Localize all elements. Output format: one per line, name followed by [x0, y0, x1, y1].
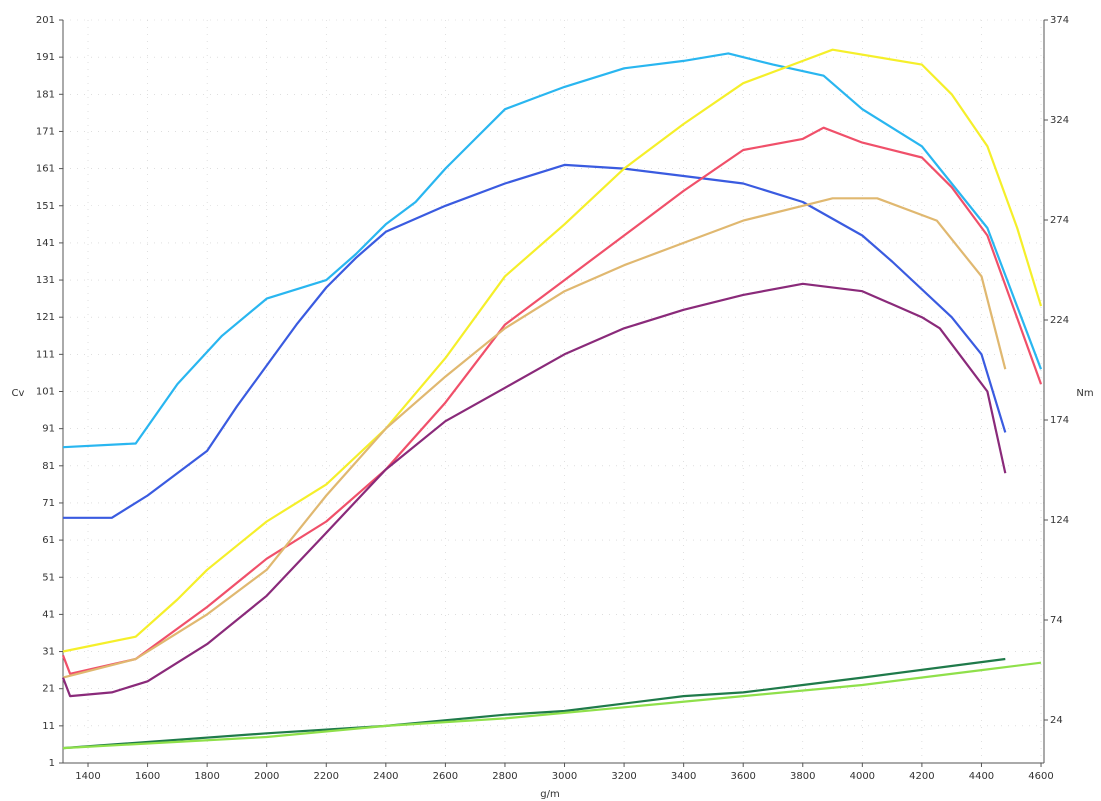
x-tick-label: 4000	[850, 771, 875, 782]
y2-tick-label: 324	[1050, 115, 1069, 126]
series-line	[62, 197, 1007, 679]
y-tick-label: 11	[42, 721, 55, 732]
y2-tick-label: 374	[1050, 15, 1069, 26]
y-tick-label: 141	[36, 238, 55, 249]
y-tick-label: 191	[36, 52, 55, 63]
series-line	[62, 52, 1043, 449]
series-line	[62, 661, 1042, 750]
series-line	[62, 48, 1043, 653]
y-axis-label: Cv	[12, 388, 25, 399]
series-line	[63, 163, 1007, 519]
x-tick-label: 1800	[194, 771, 219, 782]
y-tick-label: 21	[42, 684, 55, 695]
y-tick-label: 1	[49, 758, 55, 769]
x-tick-label: 2800	[492, 771, 517, 782]
x-tick-label: 2000	[254, 771, 279, 782]
y2-tick-label: 24	[1050, 715, 1063, 726]
y-tick-label: 201	[36, 15, 55, 26]
x-tick-label: 1600	[135, 771, 160, 782]
y-tick-label: 101	[36, 387, 55, 398]
x-tick-label: 4600	[1028, 771, 1053, 782]
y-tick-label: 91	[42, 424, 55, 435]
y2-tick-label: 224	[1050, 315, 1069, 326]
series-line	[61, 282, 1007, 698]
x-tick-label: 4200	[909, 771, 934, 782]
y-tick-label: 111	[36, 349, 55, 360]
x-tick-label: 4400	[969, 771, 994, 782]
y-tick-label: 31	[42, 647, 55, 658]
x-tick-label: 2600	[433, 771, 458, 782]
y-tick-label: 161	[36, 164, 55, 175]
y-tick-label: 81	[42, 461, 55, 472]
x-tick-label: 3000	[552, 771, 577, 782]
x-tick-label: 1400	[75, 771, 100, 782]
y-tick-label: 131	[36, 275, 55, 286]
x-tick-label: 3400	[671, 771, 696, 782]
x-tick-label: 3200	[611, 771, 636, 782]
x-axis-label: g/m	[540, 789, 559, 800]
series-line	[62, 657, 1006, 750]
x-tick-label: 3800	[790, 771, 815, 782]
x-tick-label: 3600	[730, 771, 755, 782]
y-tick-label: 51	[42, 572, 55, 583]
y2-tick-label: 74	[1050, 615, 1063, 626]
y-tick-label: 121	[36, 312, 55, 323]
x-tick-label: 2200	[314, 771, 339, 782]
y-tick-label: 171	[36, 126, 55, 137]
y2-tick-label: 274	[1050, 215, 1069, 226]
y2-axis-label: Nm	[1076, 388, 1093, 399]
y-tick-label: 181	[36, 89, 55, 100]
y-tick-label: 61	[42, 535, 55, 546]
y2-tick-label: 124	[1050, 515, 1069, 526]
x-tick-label: 2400	[373, 771, 398, 782]
y-tick-label: 151	[36, 201, 55, 212]
series-line	[61, 126, 1043, 675]
y-tick-label: 41	[42, 609, 55, 620]
y-tick-label: 71	[42, 498, 55, 509]
y2-tick-label: 174	[1050, 415, 1069, 426]
